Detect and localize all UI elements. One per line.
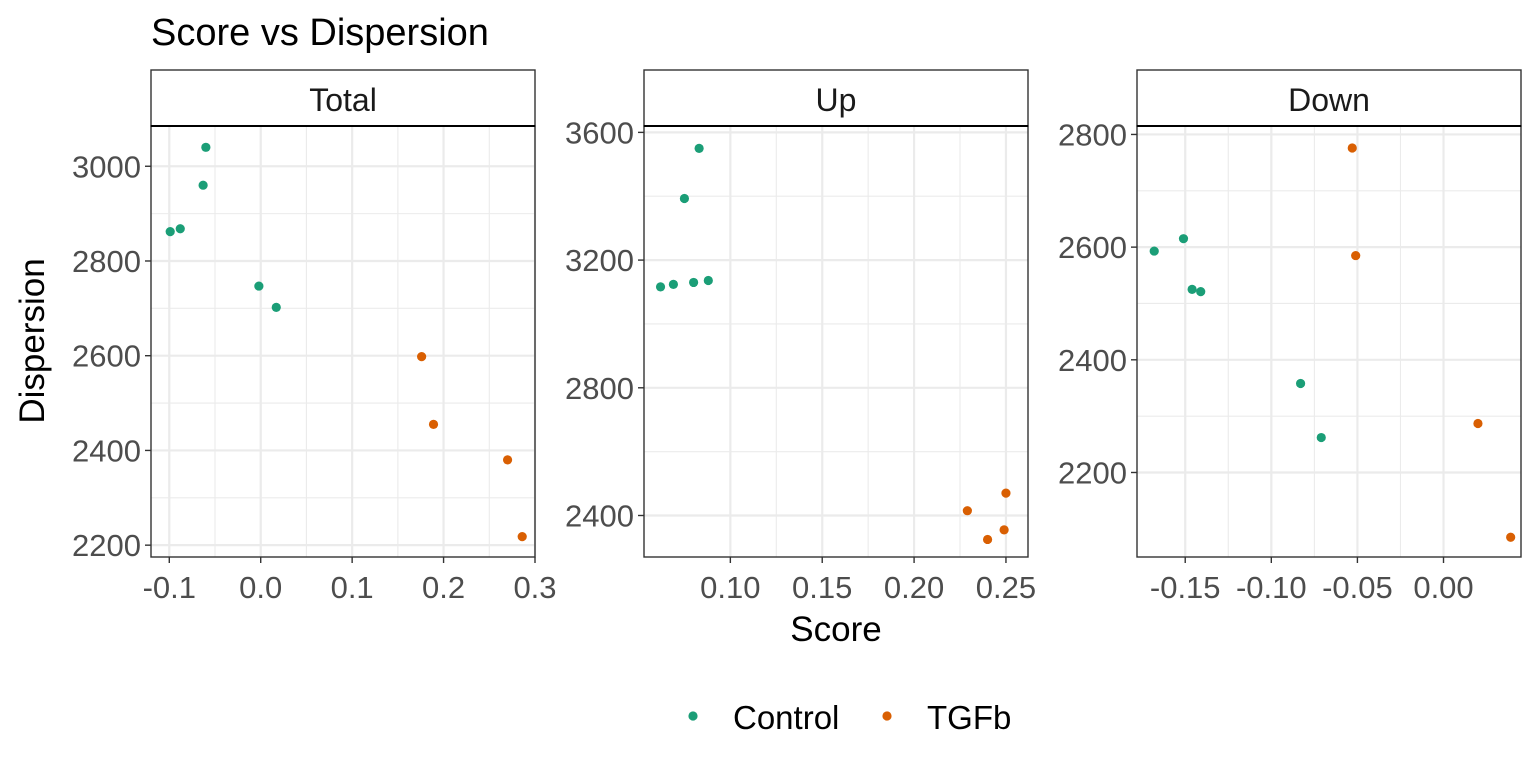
data-point-control: [1178, 234, 1189, 244]
x-tick-label: -0.10: [1236, 570, 1307, 605]
y-tick-label: 2200: [1058, 455, 1127, 490]
x-tick-label: 0.20: [884, 570, 944, 605]
facet-panels: Total -0.1 0.0 0.1 0.2 0.3 2200 2400 2600 2800 300…: [72, 69, 1522, 605]
facet-strip-label: Down: [1288, 82, 1370, 118]
data-point-control: [679, 193, 690, 204]
x-tick-label: 0.25: [976, 570, 1036, 605]
panel-border: [643, 125, 1029, 558]
data-point-control: [694, 143, 704, 153]
y-tick-label: 3000: [72, 149, 141, 184]
data-point-control: [1196, 287, 1206, 297]
facet-strip: [150, 69, 536, 127]
legend-key-tgfb: [882, 711, 892, 721]
data-point-tgfb: [962, 506, 972, 516]
x-tick-label: 0.3: [513, 570, 556, 605]
y-tick-label: 2200: [72, 528, 141, 563]
x-tick-label: -0.1: [143, 570, 196, 605]
y-axis-title: Dispersion: [13, 258, 52, 423]
y-tick-label: 2400: [72, 433, 141, 468]
y-tick-label: 2400: [565, 498, 634, 533]
data-point-control: [668, 279, 678, 289]
data-point-tgfb: [1473, 418, 1483, 429]
data-point-control: [165, 227, 175, 237]
data-point-tgfb: [982, 534, 993, 545]
x-axis-title: Score: [790, 610, 881, 649]
facet-panel-down: Down -0.15 -0.10 -0.05 0.00 2200 2400 2600 2800: [1058, 69, 1522, 605]
data-point-control: [1149, 246, 1159, 256]
data-point-tgfb: [1347, 143, 1357, 153]
y-tick-label: 2800: [1058, 117, 1127, 152]
y-tick-label: 3200: [565, 243, 634, 278]
y-tick-label: 2600: [72, 339, 141, 374]
facet-panel-up: Up 0.10 0.15 0.20 0.25 2400 2800 3200 3600: [565, 69, 1036, 605]
y-tick-label: 2800: [72, 244, 141, 279]
x-tick-label: -0.15: [1150, 570, 1221, 605]
data-point-tgfb: [428, 419, 439, 429]
panel-border: [150, 125, 536, 558]
data-point-control: [271, 302, 281, 312]
facet-panel-total: Total -0.1 0.0 0.1 0.2 0.3 2200 2400 2600 2800 300…: [72, 69, 557, 605]
data-point-control: [689, 277, 699, 288]
chart-title: Score vs Dispersion: [151, 12, 489, 54]
x-tick-label: -0.05: [1322, 570, 1393, 605]
data-point-control: [1295, 378, 1306, 389]
data-point-tgfb: [1001, 488, 1011, 498]
data-point-control: [703, 275, 713, 286]
x-tick-label: 0.10: [700, 570, 760, 605]
data-point-control: [254, 281, 264, 291]
data-point-control: [198, 180, 208, 190]
facet-strip: [1136, 69, 1522, 127]
data-point-tgfb: [417, 352, 427, 362]
facet-strip-label: Total: [309, 82, 377, 118]
legend: Control TGFb: [688, 699, 1011, 736]
x-tick-label: 0.00: [1413, 570, 1473, 605]
y-tick-label: 2800: [565, 371, 634, 406]
data-point-tgfb: [517, 532, 527, 542]
x-tick-label: 0.0: [239, 570, 282, 605]
x-tick-label: 0.15: [792, 570, 852, 605]
data-point-tgfb: [1351, 250, 1361, 261]
data-point-tgfb: [502, 455, 513, 465]
data-point-control: [175, 224, 185, 234]
facet-strip: [643, 69, 1029, 127]
x-tick-label: 0.2: [422, 570, 465, 605]
y-tick-label: 3600: [565, 115, 634, 150]
data-point-control: [1187, 284, 1197, 294]
y-tick-label: 2400: [1058, 343, 1127, 378]
facet-strip-label: Up: [816, 82, 857, 118]
data-point-control: [1316, 432, 1326, 443]
legend-key-control: [688, 711, 698, 721]
data-point-control: [201, 142, 211, 152]
legend-label-tgfb: TGFb: [927, 699, 1011, 736]
data-point-control: [655, 282, 666, 292]
data-point-tgfb: [1506, 532, 1516, 542]
legend-label-control: Control: [733, 699, 839, 736]
y-tick-label: 2600: [1058, 230, 1127, 265]
data-point-tgfb: [999, 525, 1009, 535]
x-tick-label: 0.1: [331, 570, 374, 605]
